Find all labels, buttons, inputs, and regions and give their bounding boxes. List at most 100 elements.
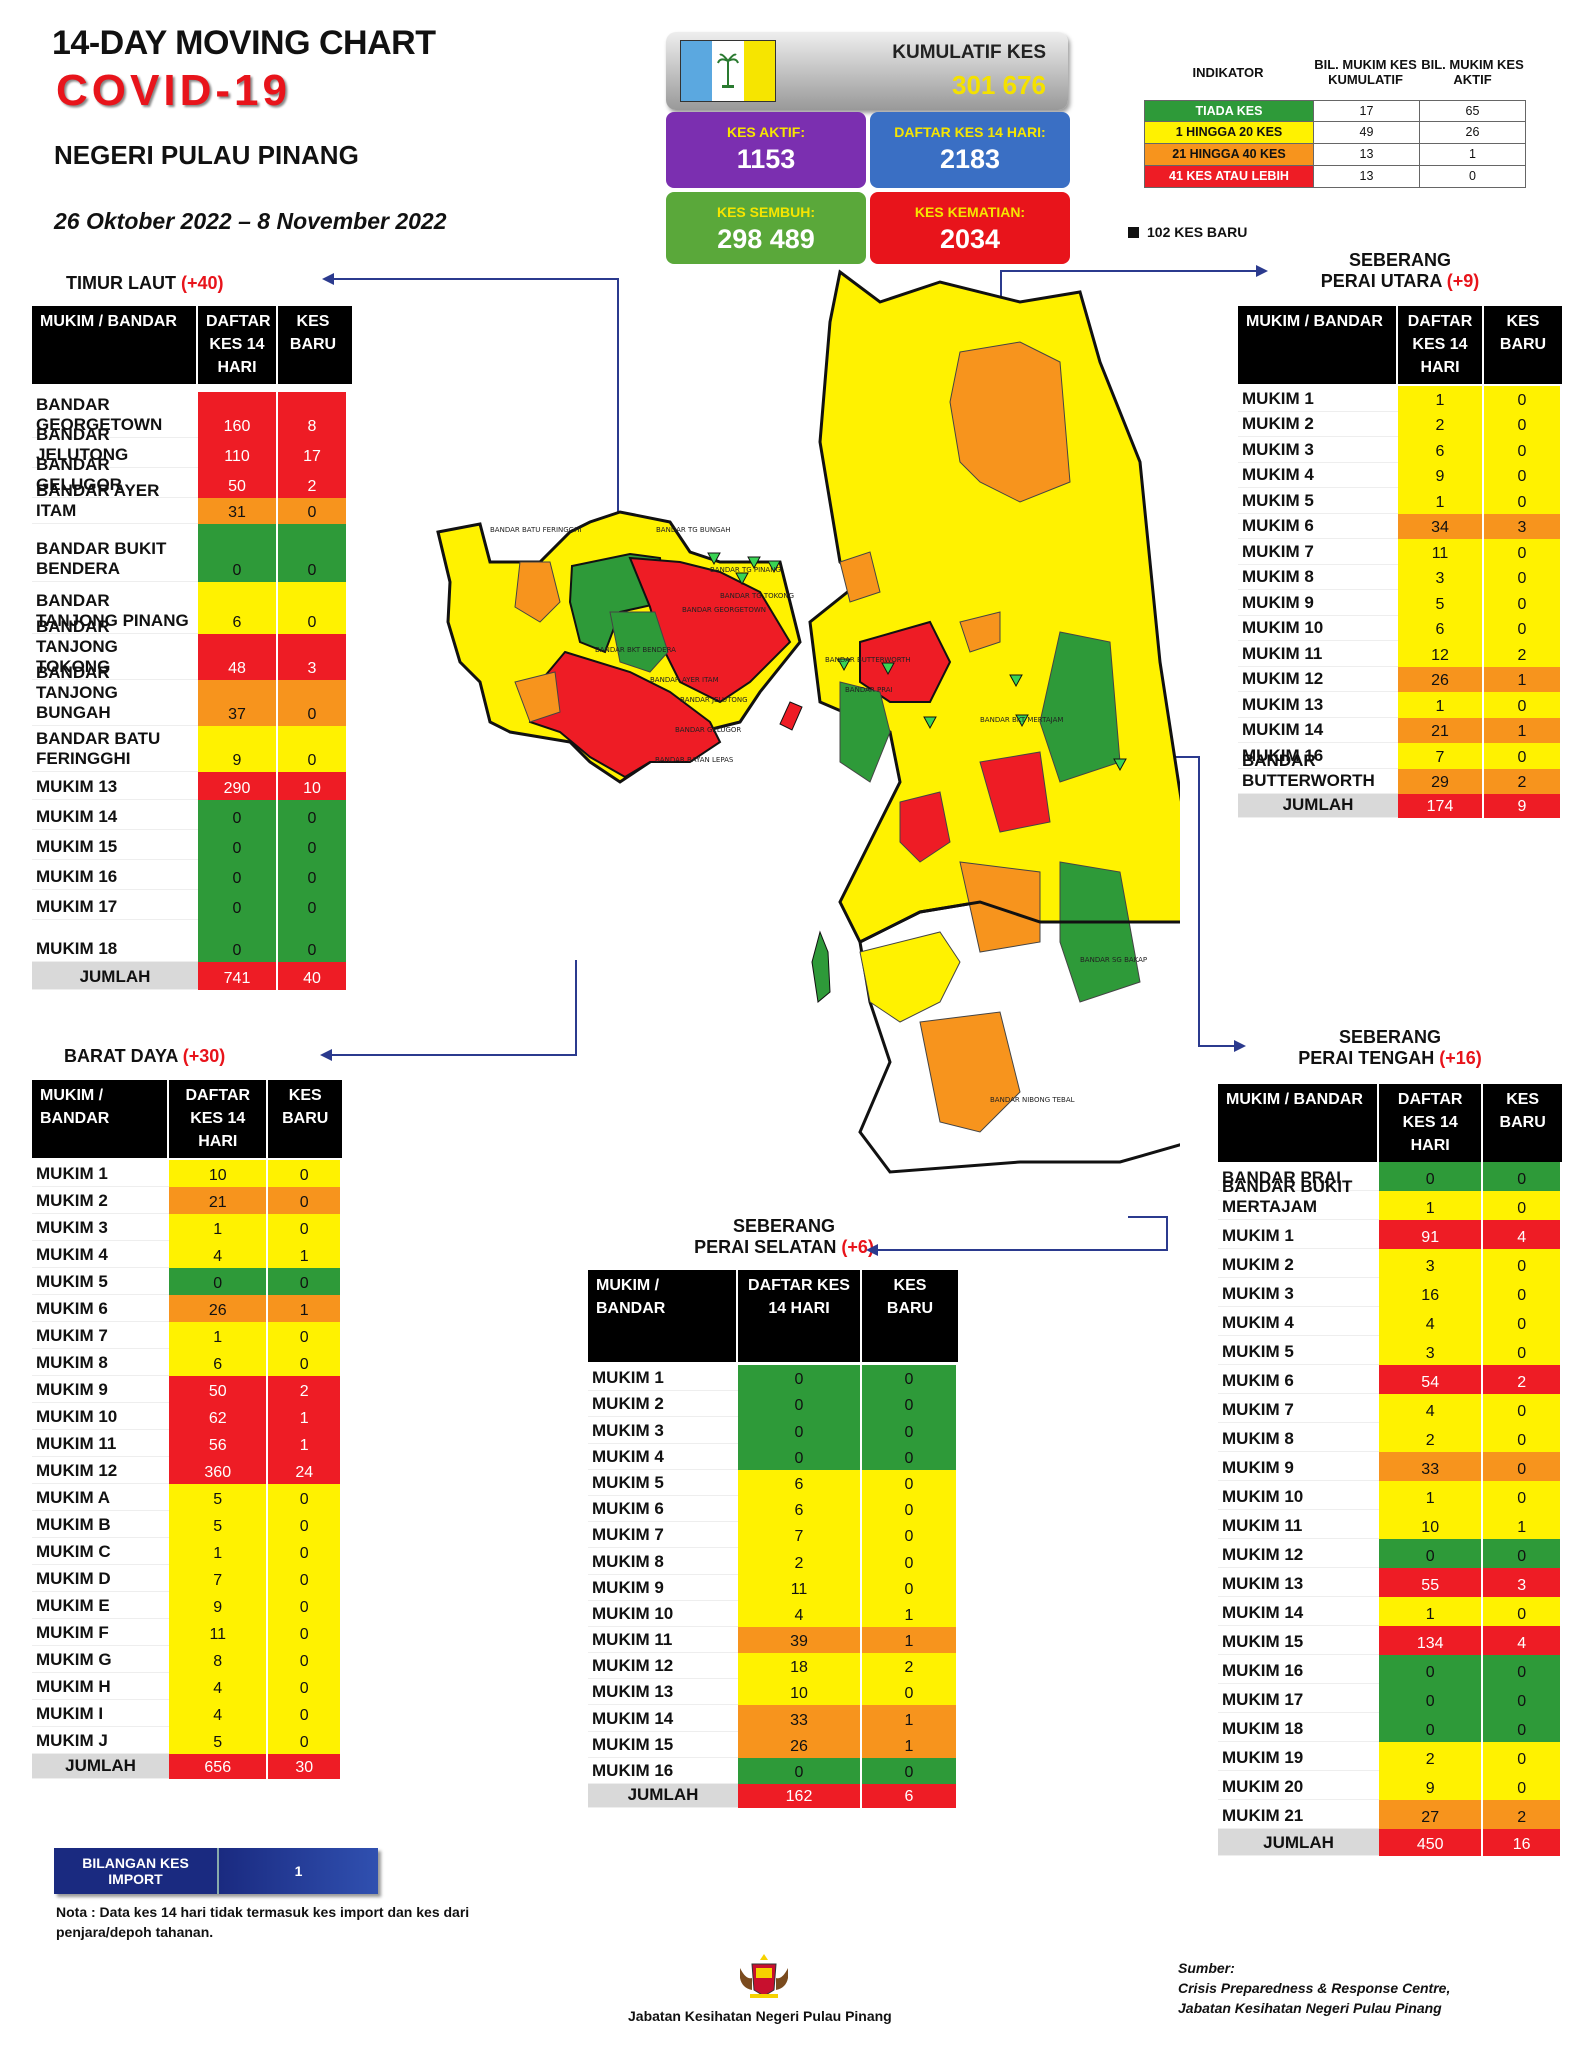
row-baru: 1	[862, 1600, 958, 1627]
row-baru: 0	[1484, 615, 1562, 641]
row-daftar: 27	[1379, 1800, 1484, 1829]
row-daftar: 54	[1379, 1365, 1484, 1394]
row-name: MUKIM 9	[32, 1376, 170, 1403]
row-name: MUKIM D	[32, 1565, 170, 1592]
map-label-tg-pinang: BANDAR TG PINANG	[710, 566, 781, 574]
new-case-marker-icon	[767, 560, 781, 574]
col-header-baru: KES BARU	[1499, 313, 1547, 353]
table-row: MUKIM 9 33 0	[1218, 1452, 1563, 1481]
row-name: MUKIM 5	[1238, 488, 1398, 514]
row-name: MUKIM 2	[588, 1391, 738, 1418]
row-name: MUKIM 20	[1218, 1771, 1380, 1800]
row-name: MUKIM G	[32, 1646, 170, 1673]
row-daftar: 21	[169, 1187, 269, 1214]
row-baru: 0	[1483, 1423, 1563, 1452]
row-daftar: 37	[198, 680, 278, 726]
row-baru: 0	[862, 1679, 958, 1706]
map-label-jelutong: BANDAR JELUTONG	[680, 696, 748, 704]
indicator-header: INDIKATOR	[1192, 64, 1264, 80]
row-daftar: 360	[169, 1457, 269, 1484]
new-cases-legend: 102 KES BARU	[1128, 224, 1247, 240]
table-row: MUKIM 13 1 0	[1238, 692, 1562, 718]
row-baru: 0	[862, 1469, 958, 1496]
region-jerejak	[779, 701, 803, 731]
row-daftar: 6	[169, 1349, 269, 1376]
row-daftar: 3	[1398, 564, 1484, 590]
row-daftar: 6	[738, 1469, 862, 1496]
new-case-marker-icon	[1009, 674, 1023, 688]
row-daftar: 2	[1379, 1423, 1484, 1452]
row-name: MUKIM 7	[588, 1522, 738, 1549]
row-baru: 0	[1484, 692, 1562, 718]
table-row: MUKIM 21 27 2	[1218, 1800, 1563, 1829]
row-baru: 1	[1484, 666, 1562, 692]
table-row: MUKIM 9 11 0	[588, 1574, 958, 1601]
row-daftar: 39	[738, 1626, 862, 1654]
row-daftar: 0	[198, 860, 278, 890]
row-baru: 0	[278, 726, 348, 772]
row-name: BANDAR BATU FERINGGHI	[32, 726, 198, 772]
table-row: MUKIM 20 9 0	[1218, 1771, 1563, 1800]
row-name: BANDAR PRAI	[1218, 1162, 1380, 1191]
row-name: MUKIM 9	[588, 1574, 738, 1601]
row-baru: 0	[1483, 1394, 1563, 1423]
table-row: MUKIM 12 360 24	[32, 1457, 342, 1484]
row-name: MUKIM 11	[1238, 641, 1398, 667]
total-row: JUMLAH 450 16	[1218, 1829, 1563, 1856]
table-row: MUKIM 1 10 0	[32, 1160, 342, 1187]
row-daftar: 9	[169, 1592, 269, 1619]
row-daftar: 0	[198, 890, 278, 920]
indicator-active: 65	[1419, 101, 1525, 121]
col-header-name: MUKIM / BANDAR	[588, 1270, 738, 1362]
chart-title: 14-DAY MOVING CHART	[52, 24, 436, 62]
row-baru: 0	[1484, 488, 1562, 514]
indicator-active: 26	[1419, 122, 1525, 143]
row-name: MUKIM 4	[32, 1241, 170, 1268]
row-daftar: 50	[198, 468, 278, 498]
row-daftar: 21	[1398, 717, 1484, 743]
map-label-georgetown: BANDAR GEORGETOWN	[682, 606, 766, 614]
table-row: MUKIM 17 0 0	[32, 890, 352, 920]
row-baru: 0	[1484, 564, 1562, 590]
row-baru: 0	[1484, 462, 1562, 488]
col-header-name: MUKIM / BANDAR	[1218, 1084, 1380, 1162]
row-daftar: 6	[1398, 615, 1484, 641]
row-name: MUKIM 10	[32, 1403, 170, 1430]
row-daftar: 2	[1379, 1742, 1484, 1771]
row-daftar: 12	[1398, 641, 1484, 667]
new-case-marker-icon	[707, 552, 721, 566]
col-header-name: MUKIM / BANDAR	[32, 306, 198, 384]
recovered-label: KES SEMBUH:	[716, 204, 815, 220]
table-row: MUKIM 7 11 0	[1238, 539, 1562, 565]
table-row: MUKIM 10 4 1	[588, 1600, 958, 1627]
row-name: MUKIM 3	[1218, 1278, 1380, 1307]
penang-map: BANDAR BATU FERINGGHI BANDAR TG BUNGAH B…	[436, 269, 1180, 1174]
cumulative-value: 301 676	[952, 70, 1046, 100]
map-label-bkt-bendera: BANDAR BKT BENDERA	[595, 646, 676, 654]
total-row: JUMLAH 162 6	[588, 1784, 958, 1809]
row-baru: 3	[1483, 1568, 1563, 1597]
row-name: MUKIM 6	[32, 1295, 170, 1322]
row-baru: 0	[1483, 1336, 1563, 1365]
row-name: MUKIM 14	[588, 1705, 738, 1732]
row-daftar: 4	[169, 1241, 269, 1268]
row-daftar: 0	[738, 1391, 862, 1418]
indicator-label: 41 KES ATAU LEBIH	[1145, 166, 1313, 187]
indicator-label: 21 HINGGA 40 KES	[1145, 144, 1313, 165]
row-name: MUKIM 15	[1218, 1626, 1380, 1655]
row-name: MUKIM 10	[1218, 1481, 1380, 1510]
map-label-bayan-lepas: BANDAR BAYAN LEPAS	[655, 756, 734, 764]
row-baru: 0	[1483, 1684, 1563, 1713]
region-sps-mukim-1-4	[1059, 861, 1141, 1003]
row-daftar: 0	[198, 830, 278, 860]
row-baru: 0	[268, 1484, 342, 1511]
row-daftar: 0	[1379, 1162, 1484, 1191]
row-name: BANDAR TANJONG PINANG	[32, 582, 198, 634]
row-daftar: 4	[169, 1700, 269, 1727]
